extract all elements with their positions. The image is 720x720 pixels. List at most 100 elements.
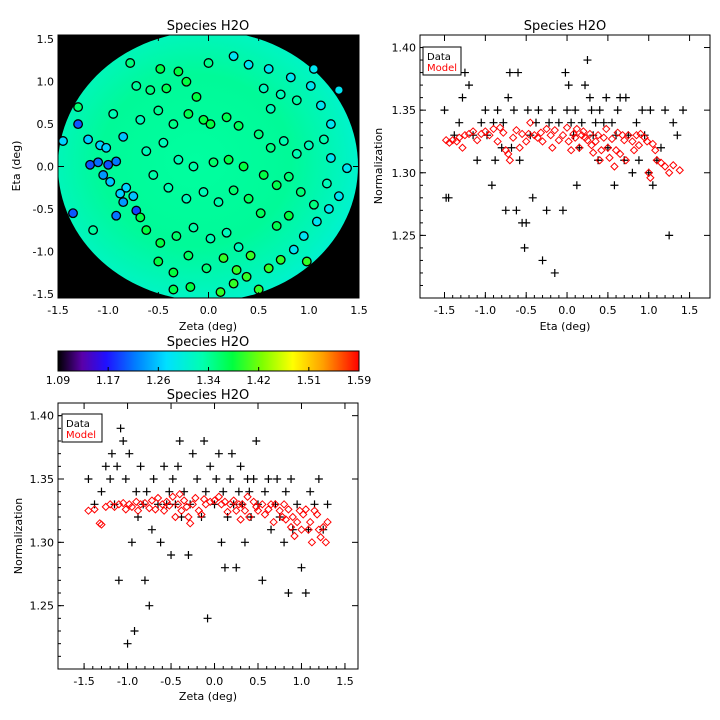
zeta-model-point — [258, 500, 267, 509]
eta-model-point — [610, 162, 619, 171]
zeta-data-point — [110, 500, 119, 509]
eta-data-point — [634, 156, 643, 165]
zeta-data-series — [84, 424, 332, 648]
zeta-legend-model: Model — [66, 430, 96, 441]
map-x-tick-label: 0.5 — [250, 304, 268, 317]
eta-model-point — [669, 161, 678, 170]
map-point — [253, 129, 264, 140]
eta-model-point — [571, 133, 580, 142]
eta-model-point — [569, 129, 578, 139]
zeta-model-point — [288, 512, 297, 522]
eta-model-point — [640, 133, 649, 142]
map-point — [265, 142, 276, 153]
eta-data-point — [646, 106, 655, 115]
eta-model-point — [624, 130, 633, 140]
map-point — [128, 191, 139, 202]
map-point — [283, 210, 294, 221]
map-point — [155, 63, 166, 74]
map-point — [118, 197, 129, 208]
map-point — [291, 148, 302, 159]
zeta-model-point — [321, 538, 331, 547]
zeta-x-tick-label: 0.0 — [206, 675, 224, 688]
map-point — [168, 267, 179, 278]
eta-model-point — [607, 134, 617, 144]
map-point — [308, 63, 319, 74]
zeta-data-point — [197, 513, 206, 521]
map-x-tick-label: -0.5 — [148, 304, 169, 317]
map-point — [168, 119, 179, 130]
eta-data-point — [482, 131, 491, 140]
eta-model-point — [481, 127, 490, 136]
eta-model-point — [605, 153, 614, 162]
zeta-data-point — [107, 449, 116, 458]
zeta-model-point — [140, 498, 150, 508]
zeta-model-point — [165, 501, 174, 510]
eta-model-point — [558, 130, 568, 140]
map-point — [285, 72, 296, 83]
map-y-tick-label: 0.5 — [37, 118, 55, 131]
eta-y-label: Normalization — [372, 128, 385, 204]
zeta-data-point — [130, 627, 139, 635]
colorbar-tick-label: 1.51 — [297, 374, 322, 387]
map-point — [98, 170, 109, 180]
zeta-model-point — [97, 520, 106, 529]
map-point — [243, 59, 254, 70]
zeta-data-point — [165, 487, 174, 496]
eta-legend-box — [422, 46, 462, 76]
map-point — [58, 136, 68, 146]
zeta-model-point — [290, 531, 299, 541]
zeta-data-point — [271, 500, 280, 509]
eta-data-point — [563, 106, 572, 115]
zeta-model-point — [284, 505, 293, 514]
zeta-model-point — [286, 522, 296, 532]
map-y-tick-label: -1.5 — [33, 288, 54, 301]
eta-y-tick-label: 1.25 — [392, 229, 417, 242]
zeta-data-point — [214, 449, 223, 458]
zeta-legend-data: Data — [66, 419, 90, 430]
map-point — [141, 225, 152, 236]
map-point — [208, 157, 219, 168]
zeta-data-point — [184, 551, 193, 559]
eta-model-point — [530, 130, 539, 140]
zeta-model-point — [84, 506, 93, 515]
eta-data-point — [679, 106, 688, 115]
zeta-data-point — [258, 576, 267, 585]
zeta-data-point — [180, 487, 189, 496]
eta-model-point — [441, 135, 451, 145]
eta-model-point — [613, 128, 622, 137]
eta-x-tick-label: 0.0 — [558, 304, 576, 317]
zeta-y-label: Normalization — [12, 498, 25, 574]
eta-data-point — [656, 143, 665, 152]
eta-data-point — [514, 68, 523, 77]
eta-model-point — [501, 146, 510, 155]
eta-data-point — [512, 206, 521, 215]
zeta-x-tick-label: 1.5 — [336, 675, 354, 688]
eta-model-point — [572, 124, 582, 134]
zeta-model-point — [297, 525, 306, 534]
zeta-x-tick-label: 0.5 — [249, 675, 267, 688]
eta-data-point — [591, 118, 600, 127]
zeta-data-point — [97, 487, 106, 496]
map-point — [233, 242, 244, 253]
map-point — [271, 180, 282, 191]
zeta-data-point — [156, 538, 165, 547]
eta-model-point — [646, 173, 655, 182]
zeta-model-point — [278, 512, 287, 522]
eta-data-point — [575, 143, 584, 152]
eta-model-point — [583, 135, 592, 145]
eta-model-point — [588, 148, 598, 157]
eta-model-point — [499, 128, 508, 137]
map-point — [298, 231, 309, 242]
zeta-model-point — [312, 510, 322, 519]
eta-data-point — [561, 68, 570, 77]
eta-model-point — [651, 146, 660, 155]
eta-data-point — [599, 118, 608, 127]
zeta-model-point — [145, 503, 154, 513]
zeta-model-point — [299, 510, 308, 519]
eta-model-point — [512, 125, 521, 135]
eta-model-point — [566, 146, 576, 155]
map-point — [135, 212, 146, 223]
zeta-title: Species H2O — [167, 388, 249, 403]
map-y-tick-label: -0.5 — [33, 203, 54, 216]
eta-y-tick-label: 1.30 — [392, 167, 417, 180]
